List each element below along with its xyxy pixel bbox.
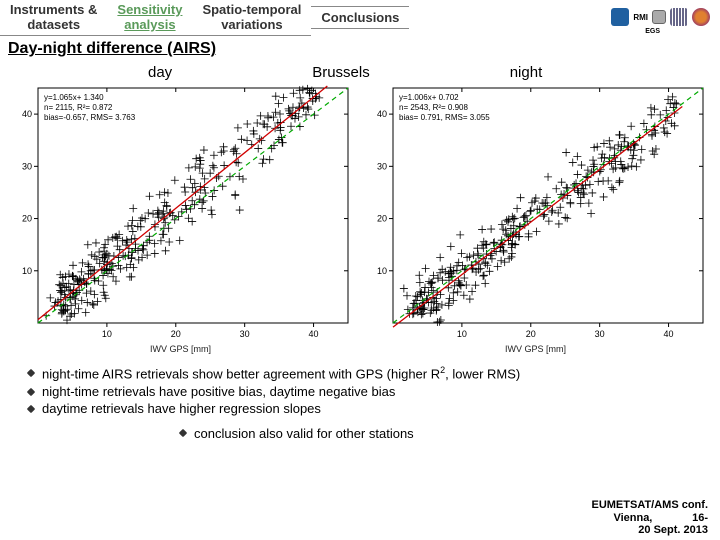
svg-text:20: 20 (377, 214, 387, 224)
bullet-text: , lower RMS) (445, 366, 520, 381)
logo-icon (652, 10, 666, 24)
tab-spatio[interactable]: Spatio-temporal variations (192, 0, 311, 36)
bullet-list: night-time AIRS retrievals show better a… (0, 354, 720, 424)
svg-text:40: 40 (309, 329, 319, 339)
nav-tabs: Instruments & datasets Sensitivity analy… (0, 0, 720, 34)
logo-icon (611, 8, 629, 26)
svg-text:40: 40 (664, 329, 674, 339)
svg-text:40: 40 (377, 109, 387, 119)
tab-line1: Instruments & (10, 2, 97, 17)
logo-icon (670, 8, 688, 26)
tab-line1: Sensitivity (117, 2, 182, 17)
day-label: day (148, 64, 172, 81)
conclusion-row: conclusion also valid for other stations (0, 424, 720, 441)
footer-line: EUMETSAT/AMS conf. (591, 499, 708, 512)
tab-line1: Conclusions (321, 10, 399, 25)
day-chart: 10 20 30 40 10 20 30 40 y=1.065x+ 1.340n= 2115, … (8, 83, 353, 343)
conclusion-text: conclusion also valid for other stations (180, 426, 414, 441)
svg-text:y=1.006x+ 0.702: y=1.006x+ 0.702 (399, 93, 459, 102)
svg-text:40: 40 (22, 109, 32, 119)
footer-line: 20 Sept. 2013 (591, 524, 708, 537)
night-chart-wrap: 10 20 30 40 10 20 30 40 y=1.006x+ 0.702n= 2543, … (363, 83, 708, 354)
page-title: Day-night difference (AIRS) (0, 34, 720, 64)
x-axis-label: IWV GPS [mm] (8, 344, 353, 354)
svg-text:30: 30 (377, 161, 387, 171)
chart-labels: day Brussels night (0, 64, 720, 83)
bullet-item: daytime retrievals have higher regressio… (28, 400, 692, 418)
night-chart: 10 20 30 40 10 20 30 40 y=1.006x+ 0.702n= 2543, … (363, 83, 708, 343)
tab-line2: variations (202, 17, 301, 32)
svg-text:10: 10 (457, 329, 467, 339)
bullet-text: night-time AIRS retrievals show better a… (42, 366, 440, 381)
logo-bar: RMI EGS (611, 8, 720, 26)
tab-sensitivity[interactable]: Sensitivity analysis (107, 0, 192, 36)
tab-line2: analysis (117, 17, 182, 32)
egs-label: EGS (645, 28, 660, 35)
tab-line1: Spatio-temporal (202, 2, 301, 17)
svg-text:20: 20 (526, 329, 536, 339)
svg-text:30: 30 (595, 329, 605, 339)
svg-text:bias=-0.657, RMS= 3.763: bias=-0.657, RMS= 3.763 (44, 113, 136, 122)
svg-text:20: 20 (22, 214, 32, 224)
svg-text:10: 10 (102, 329, 112, 339)
x-axis-label: IWV GPS [mm] (363, 344, 708, 354)
svg-text:n= 2543, R²= 0.908: n= 2543, R²= 0.908 (399, 103, 468, 112)
svg-text:10: 10 (22, 266, 32, 276)
city-label: Brussels (312, 64, 370, 81)
svg-text:bias= 0.791, RMS= 3.055: bias= 0.791, RMS= 3.055 (399, 113, 490, 122)
bullet-item: night-time retrievals have positive bias… (28, 383, 692, 401)
svg-text:20: 20 (171, 329, 181, 339)
footer: EUMETSAT/AMS conf. Vienna, 16- 20 Sept. … (591, 499, 708, 537)
svg-text:30: 30 (240, 329, 250, 339)
footer-line: Vienna, 16- (591, 512, 708, 525)
night-label: night (510, 64, 543, 81)
svg-text:y=1.065x+ 1.340: y=1.065x+ 1.340 (44, 93, 104, 102)
bullet-item: night-time AIRS retrievals show better a… (28, 364, 692, 383)
logo-icon (692, 8, 710, 26)
charts-row: 10 20 30 40 10 20 30 40 y=1.065x+ 1.340n= 2115, … (0, 83, 720, 354)
tab-instruments[interactable]: Instruments & datasets (0, 0, 107, 36)
tab-conclusions[interactable]: Conclusions (311, 6, 409, 29)
svg-text:30: 30 (22, 161, 32, 171)
day-chart-wrap: 10 20 30 40 10 20 30 40 y=1.065x+ 1.340n= 2115, … (8, 83, 353, 354)
svg-text:10: 10 (377, 266, 387, 276)
rmi-label: RMI (633, 13, 648, 22)
tab-line2: datasets (10, 17, 97, 32)
svg-text:n= 2115, R²= 0.872: n= 2115, R²= 0.872 (44, 103, 113, 112)
